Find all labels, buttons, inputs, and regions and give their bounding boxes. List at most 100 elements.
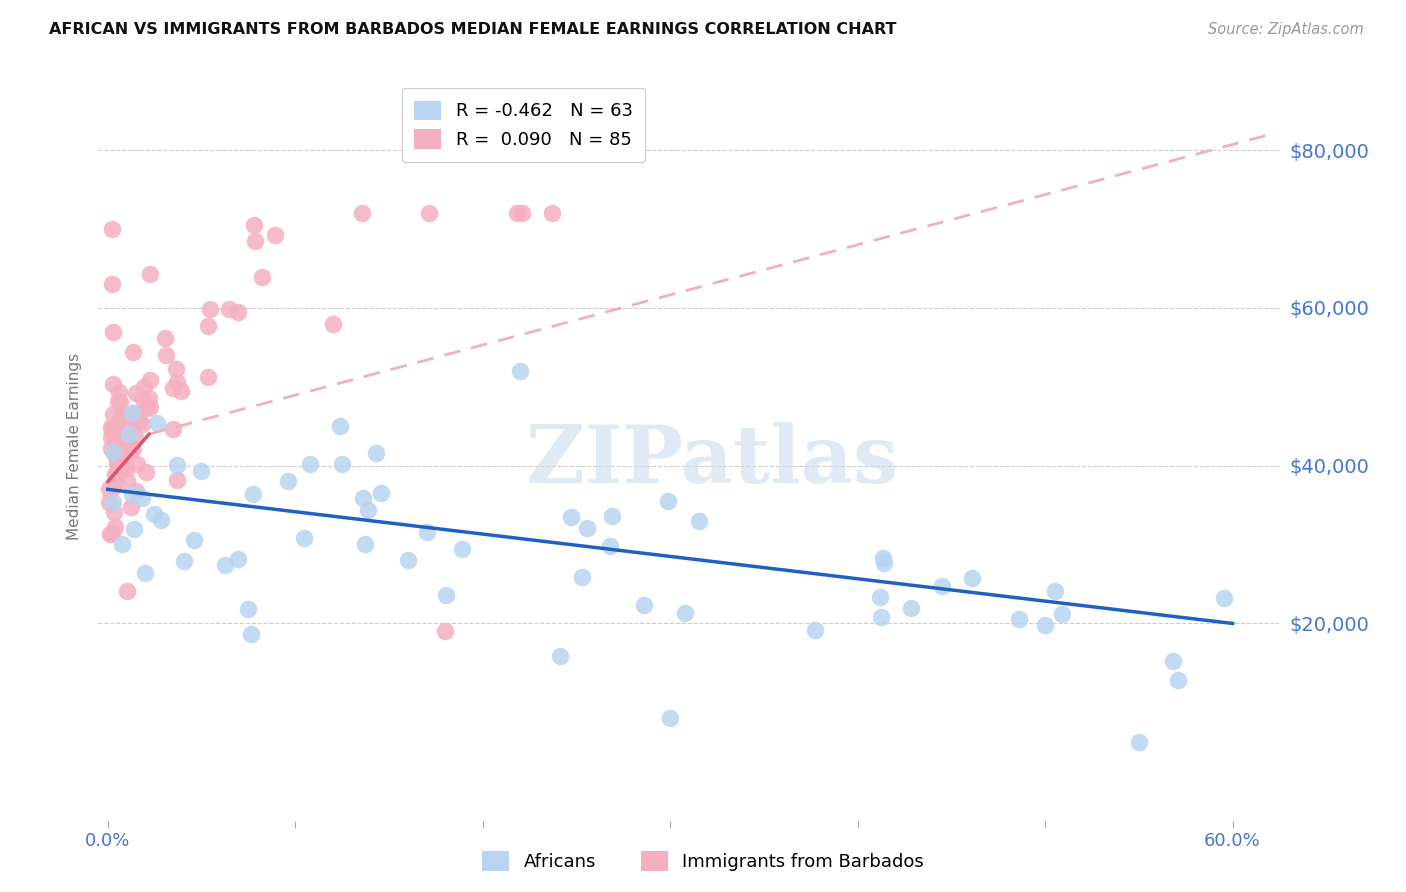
Point: [218, 301, 240, 316]
Point: [115, 442, 138, 457]
Point: [166, 458, 188, 473]
Point: [197, 369, 219, 384]
Point: [1161, 654, 1184, 668]
Point: [162, 380, 184, 394]
Point: [277, 474, 299, 488]
Point: [101, 495, 124, 509]
Point: [165, 362, 187, 376]
Point: [104, 520, 127, 534]
Point: [118, 421, 141, 435]
Point: [120, 500, 142, 515]
Point: [434, 588, 457, 602]
Point: [1035, 618, 1057, 632]
Point: [183, 533, 205, 548]
Point: [900, 601, 922, 615]
Point: [105, 469, 128, 483]
Point: [541, 206, 564, 220]
Point: [962, 571, 984, 585]
Point: [166, 473, 188, 487]
Point: [105, 452, 128, 467]
Point: [1167, 673, 1189, 687]
Point: [197, 318, 219, 333]
Point: [110, 452, 132, 467]
Point: [101, 424, 124, 438]
Point: [105, 457, 128, 471]
Point: [153, 331, 176, 345]
Point: [322, 317, 344, 331]
Point: [118, 426, 141, 441]
Point: [122, 406, 145, 420]
Point: [1052, 607, 1074, 622]
Point: [575, 521, 598, 535]
Text: ZIPatlas: ZIPatlas: [526, 422, 898, 500]
Point: [101, 445, 124, 459]
Point: [135, 465, 157, 479]
Point: [112, 431, 135, 445]
Point: [127, 457, 149, 471]
Point: [872, 550, 894, 565]
Point: [101, 377, 124, 392]
Point: [298, 457, 321, 471]
Point: [1128, 735, 1150, 749]
Point: [121, 487, 143, 501]
Point: [200, 301, 222, 316]
Point: [571, 570, 593, 584]
Point: [214, 558, 236, 572]
Point: [100, 430, 122, 444]
Point: [931, 579, 953, 593]
Point: [263, 228, 285, 243]
Point: [657, 493, 679, 508]
Point: [510, 206, 533, 220]
Point: [869, 590, 891, 604]
Point: [103, 325, 125, 339]
Text: Source: ZipAtlas.com: Source: ZipAtlas.com: [1208, 22, 1364, 37]
Point: [659, 711, 682, 725]
Point: [329, 419, 352, 434]
Point: [352, 491, 374, 505]
Point: [107, 394, 129, 409]
Point: [396, 552, 419, 566]
Point: [242, 487, 264, 501]
Point: [138, 391, 160, 405]
Point: [166, 375, 188, 389]
Point: [122, 344, 145, 359]
Point: [108, 435, 131, 450]
Point: [115, 584, 138, 599]
Point: [1043, 583, 1066, 598]
Point: [873, 556, 896, 570]
Point: [110, 463, 132, 477]
Point: [560, 510, 582, 524]
Point: [101, 420, 124, 434]
Point: [226, 552, 249, 566]
Point: [125, 483, 148, 498]
Point: [162, 422, 184, 436]
Point: [688, 514, 710, 528]
Point: [138, 373, 160, 387]
Point: [364, 446, 387, 460]
Point: [115, 475, 138, 489]
Point: [354, 537, 377, 551]
Point: [124, 430, 146, 444]
Point: [238, 601, 260, 615]
Point: [103, 430, 125, 444]
Point: [100, 442, 122, 456]
Point: [98, 526, 121, 541]
Point: [673, 606, 696, 620]
Point: [125, 386, 148, 401]
Point: [509, 364, 531, 378]
Point: [101, 525, 124, 540]
Point: [434, 624, 457, 639]
Point: [131, 417, 153, 431]
Point: [131, 491, 153, 505]
Point: [122, 522, 145, 536]
Point: [243, 235, 266, 249]
Point: [1008, 612, 1031, 626]
Point: [100, 420, 122, 434]
Legend: Africans, Immigrants from Barbados: Africans, Immigrants from Barbados: [475, 844, 931, 879]
Point: [330, 457, 353, 471]
Point: [239, 626, 262, 640]
Point: [101, 480, 124, 494]
Point: [112, 419, 135, 434]
Point: [108, 385, 131, 400]
Point: [170, 384, 193, 398]
